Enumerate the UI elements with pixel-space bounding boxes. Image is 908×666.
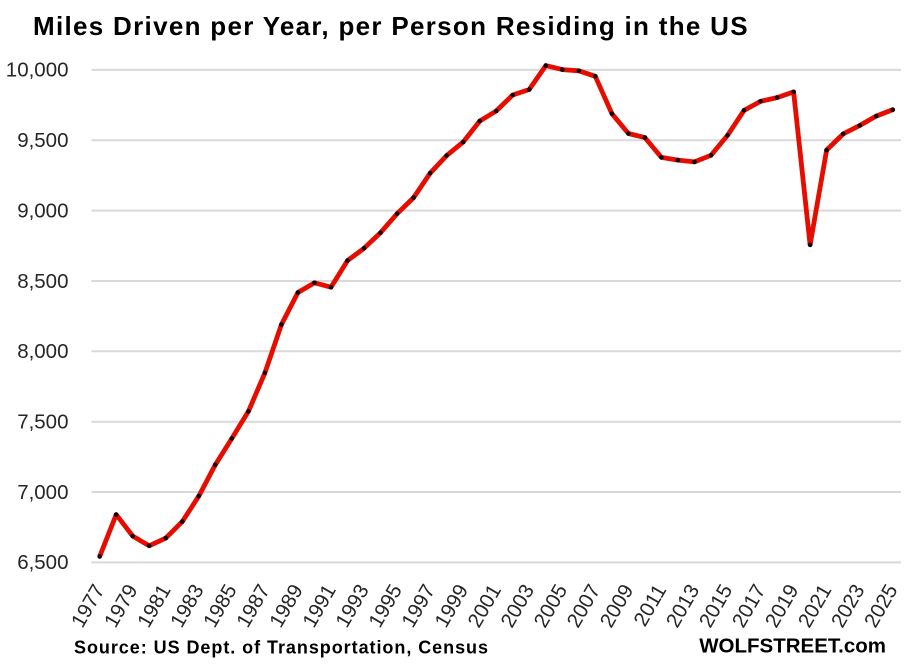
svg-text:Miles Driven per Year, per Per: Miles Driven per Year, per Person Residi… [33,11,749,41]
svg-text:9,000: 9,000 [17,199,68,222]
svg-text:8,500: 8,500 [17,270,68,293]
svg-text:10,000: 10,000 [6,59,69,82]
svg-text:9,500: 9,500 [17,129,68,152]
svg-text:8,000: 8,000 [17,340,68,363]
svg-text:Source: US Dept. of Transporta: Source: US Dept. of Transportation, Cens… [74,637,489,657]
svg-text:7,500: 7,500 [17,411,68,434]
svg-text:WOLFSTREET.com: WOLFSTREET.com [699,634,886,657]
svg-text:7,000: 7,000 [17,481,68,504]
svg-text:6,500: 6,500 [17,551,68,574]
